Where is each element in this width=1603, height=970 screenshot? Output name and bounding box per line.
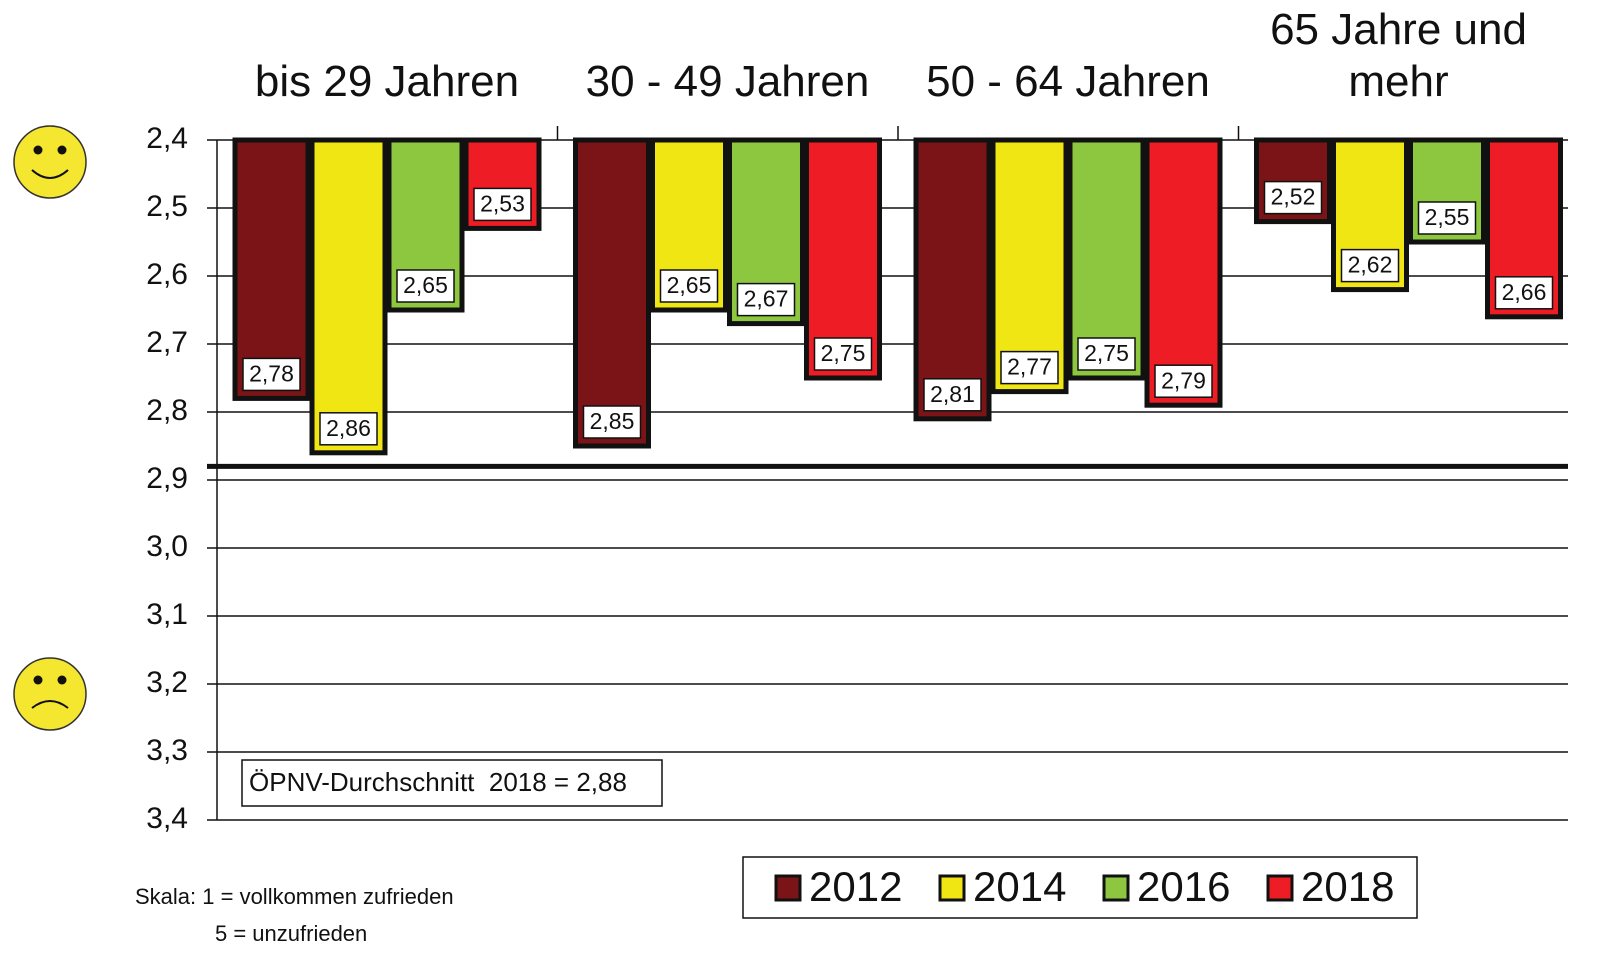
value-label: 2,52 [1271,184,1316,210]
value-label-box [736,282,796,317]
legend-swatch [774,874,802,902]
y-tick-label: 2,9 [146,462,188,495]
value-label-box [659,269,719,303]
note: 5 = unzufrieden [215,921,367,946]
smiley-sad [13,657,87,731]
legend-box [742,856,1418,919]
value-label-box [1000,350,1059,385]
note: Skala: 1 = vollkommen zufrieden [135,884,454,909]
value-label-box [473,187,532,222]
bar [990,137,1069,395]
bar [232,137,311,401]
value-label: 2,86 [326,415,371,441]
value-label: 2,75 [1084,340,1129,366]
category-label: 30 - 49 Jahren [585,57,870,106]
legend-swatch [1266,874,1294,902]
value-label-box [1494,276,1554,310]
value-label: 2,78 [249,360,294,386]
value-label-box [813,337,873,371]
value-label-box [582,405,642,439]
value-label: 2,62 [1348,252,1393,278]
value-label: 2,81 [930,381,975,407]
legend-swatch [938,874,966,902]
value-label: 2,65 [403,272,448,298]
bar [1144,137,1223,408]
bar [309,137,388,456]
legend-label: 2014 [973,863,1066,910]
y-tick-label: 3,2 [146,666,188,699]
value-label-box [1417,201,1477,235]
value-label-box [1154,364,1213,398]
value-label-box [923,378,982,412]
value-label: 2,85 [590,408,635,434]
y-tick-label: 2,4 [146,122,188,155]
category-label: 50 - 64 Jahren [926,57,1210,106]
value-label-box [242,357,301,392]
value-label: 2,79 [1161,367,1206,393]
legend-swatch [1102,874,1130,902]
smiley-happy [13,125,87,199]
value-label-box [1340,248,1400,283]
bar [573,137,651,449]
value-label: 2,67 [744,286,789,312]
y-tick-label: 3,4 [146,802,188,835]
annotation: ÖPNV-Durchschnitt 2018 = 2,88 [249,767,627,797]
value-label-box [319,412,378,446]
value-label: 2,55 [1425,204,1470,230]
y-tick-label: 2,6 [146,258,188,291]
y-tick-label: 2,5 [146,190,188,223]
bar [913,137,992,422]
value-label-box [1263,180,1323,215]
value-label: 2,77 [1007,354,1052,380]
legend-label: 2012 [809,863,902,910]
legend-label: 2018 [1301,863,1394,910]
y-tick-label: 3,0 [146,530,188,563]
value-label: 2,53 [480,190,525,216]
legend-label: 2016 [1137,863,1230,910]
value-label-box [1077,337,1136,371]
y-tick-label: 3,3 [146,734,188,767]
y-tick-label: 2,7 [146,326,188,359]
category-label: bis 29 Jahren [254,57,520,106]
category-label: 65 Jahre und mehr [1270,5,1527,106]
value-label: 2,66 [1502,279,1547,305]
value-label-box [396,269,455,303]
y-tick-label: 2,8 [146,394,188,427]
value-label: 2,75 [821,340,866,366]
y-tick-label: 3,1 [146,598,188,631]
value-label: 2,65 [667,272,712,298]
annotation-box [241,759,663,807]
